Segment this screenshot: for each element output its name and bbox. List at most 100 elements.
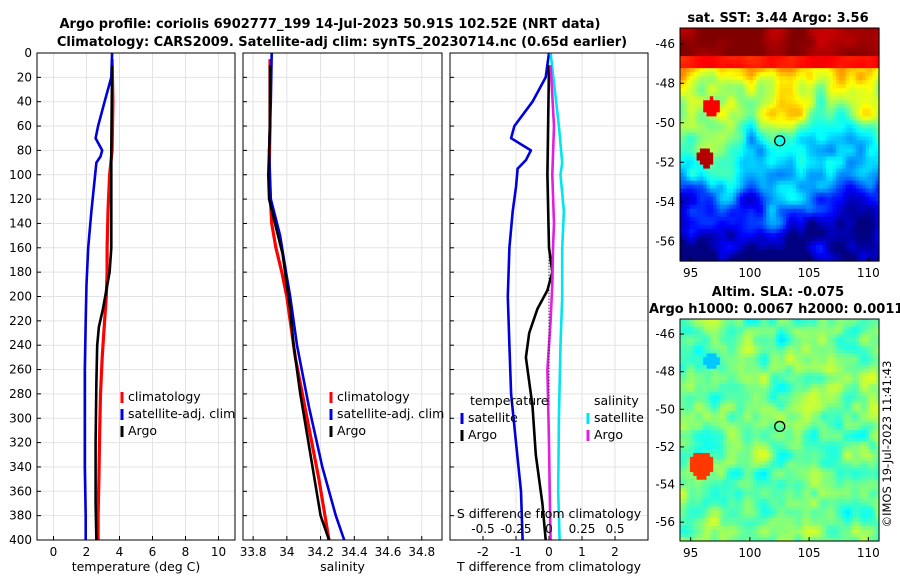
map-cell [739,224,744,230]
map-cell [865,220,870,226]
map-cell [799,391,804,397]
map-cell [799,376,804,381]
map-cell [766,252,771,258]
map-cell [809,52,814,57]
map-cell [759,36,764,41]
map-cell [703,108,708,113]
map-cell [845,52,850,57]
map-cell [852,384,857,389]
map-cell [825,168,830,174]
map-cell [869,236,873,242]
map-cell [815,96,820,101]
map-cell [706,116,711,121]
map-cell [859,56,864,61]
map-cell [792,120,797,126]
map-cell [729,224,734,230]
map-cell [812,52,817,57]
map-cell [739,334,744,339]
map-cell [762,104,767,109]
map-cell [699,160,704,166]
map-cell [802,120,807,126]
map-cell [855,64,860,69]
series-line [83,52,114,540]
map-cell [825,72,830,77]
map-cell [699,384,704,389]
map-cell [852,216,857,222]
map-cell [696,84,701,89]
map-cell [733,240,737,246]
map-cell [786,322,791,328]
map-cell [782,164,787,170]
map-cell [792,345,797,351]
map-cell [875,184,880,190]
map-cell [762,228,767,234]
map-cell [766,334,771,339]
map-cell [809,341,814,347]
map-cell [819,196,824,202]
map-cell [869,220,873,226]
map-cell [689,168,694,174]
map-cell [849,216,854,222]
map-cell [802,330,807,335]
map-cell [703,140,708,146]
map-cell [799,334,804,339]
map-cell [749,76,754,81]
map-cell [743,192,747,198]
map-cell [772,376,777,381]
map-cell [839,160,844,166]
map-cell [680,100,684,105]
map-cell [766,180,771,186]
map-cell [739,144,744,150]
map-cell [802,44,807,49]
map-cell [680,395,684,400]
map-cell [852,200,857,206]
map-cell [696,248,701,254]
map-cell [819,172,824,178]
map-cell [815,160,820,166]
map-cell [832,84,837,89]
map-cell [812,240,817,246]
map-cell [832,208,837,214]
map-cell [776,68,781,73]
map-cell [736,104,741,109]
map-cell [845,236,850,242]
map-cell [699,349,704,355]
map-cell [680,212,684,218]
map-cell [786,330,791,335]
map-cell [756,176,761,182]
map-cell [845,200,850,206]
map-cell [729,132,734,138]
map-cell [696,168,701,174]
map-cell [709,368,714,374]
map-cell [716,184,721,190]
map-cell [819,361,824,366]
map-cell [825,112,830,117]
map-cell [799,168,804,174]
map-cell [782,240,787,246]
map-cell [855,376,860,381]
map-cell [859,349,864,355]
x-tick-label: 0 [545,545,553,559]
map-cell [693,345,698,351]
map-cell [739,349,744,355]
map-cell [686,68,691,73]
map-cell [839,236,844,242]
map-cell [802,326,807,332]
map-cell [809,252,814,258]
map-cell [786,156,791,162]
map-cell [825,192,830,198]
map-cell [706,88,711,93]
map-cell [726,124,731,130]
map-cell [819,252,824,258]
map-cell [729,44,734,49]
map-cell [703,64,708,69]
map-cell [762,168,767,174]
map-cell [792,52,797,57]
map-cell [729,136,734,142]
map-cell [723,32,728,37]
map-cell [729,361,734,366]
map-cell [733,148,737,154]
map-cell [772,44,777,49]
map-cell [872,172,877,178]
map-cell [693,80,698,85]
